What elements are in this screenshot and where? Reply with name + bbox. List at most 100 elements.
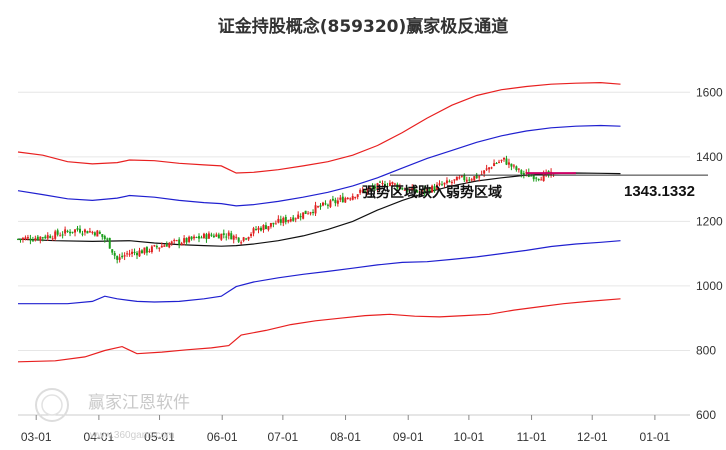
candle-body bbox=[98, 231, 101, 234]
candle-body bbox=[386, 185, 389, 187]
candle-body bbox=[145, 247, 148, 253]
candle-body bbox=[376, 183, 379, 190]
y-tick-label: 1200 bbox=[696, 214, 723, 228]
candle-body bbox=[431, 185, 434, 193]
candle-body bbox=[133, 251, 136, 253]
candle-body bbox=[438, 183, 441, 185]
candle-body bbox=[59, 235, 62, 237]
candle-body bbox=[304, 210, 307, 214]
candle-body bbox=[401, 187, 404, 190]
candle-body bbox=[126, 253, 129, 255]
candle-body bbox=[339, 197, 342, 200]
candle-body bbox=[512, 165, 515, 167]
candle-body bbox=[411, 187, 414, 191]
candle-body bbox=[329, 200, 332, 207]
candle-body bbox=[225, 236, 228, 238]
candle-body bbox=[158, 247, 161, 249]
x-tick-label: 08-01 bbox=[330, 430, 361, 444]
candle-body bbox=[168, 243, 171, 248]
candle-body bbox=[284, 216, 287, 223]
candle-body bbox=[237, 237, 240, 242]
candle-body bbox=[170, 241, 173, 244]
candle-body bbox=[155, 245, 158, 248]
candle-body bbox=[88, 231, 91, 233]
candle-body bbox=[324, 203, 327, 205]
candle-body bbox=[39, 236, 42, 241]
candle-body bbox=[202, 233, 205, 238]
candle-body bbox=[56, 230, 59, 235]
candle-body bbox=[366, 188, 369, 192]
candle-body bbox=[346, 197, 349, 199]
candle-body bbox=[51, 238, 54, 240]
candle-body bbox=[19, 239, 22, 241]
candle-body bbox=[423, 188, 426, 193]
candle-body bbox=[136, 252, 139, 256]
band-outer-upper bbox=[17, 81, 621, 174]
candle-body bbox=[537, 179, 540, 181]
candle-body bbox=[96, 230, 99, 237]
candle-body bbox=[287, 220, 290, 222]
candle-body bbox=[106, 238, 109, 240]
candle-body bbox=[93, 232, 96, 236]
candle-body bbox=[326, 204, 329, 206]
candle-body bbox=[138, 250, 141, 257]
candle-body bbox=[160, 245, 163, 248]
candle-body bbox=[180, 243, 183, 246]
x-tick-label: 10-01 bbox=[454, 430, 485, 444]
candle-body bbox=[490, 167, 493, 169]
candle-body bbox=[408, 189, 411, 191]
candle-body bbox=[101, 234, 104, 237]
candle-body bbox=[64, 229, 67, 234]
candle-body bbox=[235, 236, 238, 238]
candle-body bbox=[475, 174, 478, 179]
candle-body bbox=[222, 233, 225, 235]
candle-body bbox=[76, 228, 79, 230]
candle-body bbox=[331, 198, 334, 201]
candle-body bbox=[418, 192, 421, 194]
candle-body bbox=[29, 238, 32, 241]
candle-body bbox=[294, 218, 297, 220]
candle-body bbox=[498, 161, 501, 163]
band-outer-lower bbox=[17, 298, 621, 363]
candle-body bbox=[24, 237, 27, 240]
candle-body bbox=[178, 239, 181, 245]
candle-body bbox=[34, 238, 37, 241]
signal-annotation: 强势区域跌入弱势区域 bbox=[362, 184, 502, 201]
candle-body bbox=[317, 206, 320, 208]
x-tick-label: 04-01 bbox=[84, 430, 115, 444]
band-mid-line bbox=[17, 172, 621, 247]
candle-body bbox=[81, 233, 84, 235]
candle-body bbox=[510, 163, 513, 167]
candle-body bbox=[433, 186, 436, 191]
candle-body bbox=[245, 238, 248, 240]
candle-body bbox=[44, 236, 47, 239]
candle-body bbox=[314, 205, 317, 214]
candle-body bbox=[277, 218, 280, 223]
candle-body bbox=[153, 245, 156, 247]
candle-body bbox=[406, 188, 409, 192]
candle-body bbox=[356, 194, 359, 197]
candle-body bbox=[143, 247, 146, 254]
candle-body bbox=[272, 222, 275, 225]
candle-body bbox=[205, 234, 208, 240]
candle-body bbox=[349, 198, 352, 200]
candle-body bbox=[500, 159, 503, 161]
candle-body bbox=[128, 253, 131, 255]
candle-body bbox=[391, 182, 394, 184]
candle-body bbox=[257, 227, 260, 230]
candle-body bbox=[535, 177, 538, 179]
candle-body bbox=[264, 225, 267, 230]
candle-body bbox=[426, 188, 429, 191]
x-tick-label: 12-01 bbox=[577, 430, 608, 444]
candle-body bbox=[140, 250, 143, 254]
candle-body bbox=[505, 158, 508, 165]
x-tick-label: 01-01 bbox=[640, 430, 671, 444]
candle-body bbox=[463, 175, 466, 181]
candle-body bbox=[398, 186, 401, 189]
candle-body bbox=[227, 232, 230, 236]
candle-body bbox=[150, 246, 153, 253]
candle-body bbox=[488, 167, 491, 170]
candle-body bbox=[478, 176, 481, 178]
candle-body bbox=[336, 200, 339, 204]
candle-body bbox=[520, 170, 523, 175]
